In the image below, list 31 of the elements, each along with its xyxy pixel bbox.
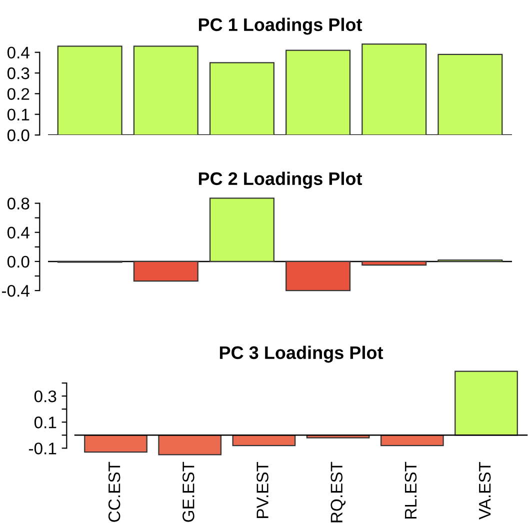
bar — [286, 50, 351, 135]
y-tick-label: 0.0 — [7, 129, 30, 142]
y-tick-label: 0.3 — [7, 67, 30, 80]
y-tick-label: 0.1 — [7, 108, 30, 121]
bar — [133, 260, 198, 282]
bar — [209, 198, 274, 262]
y-tick-label: 0.0 — [7, 256, 30, 268]
bar — [209, 62, 274, 135]
bar — [57, 46, 122, 135]
x-tick-label: PV.EST — [256, 462, 268, 518]
x-tick-label: CC.EST — [108, 462, 120, 522]
bar — [133, 46, 198, 135]
x-tick-label: RQ.EST — [330, 462, 346, 522]
x-tick-label: VA.EST — [478, 462, 491, 520]
y-tick-label: 0.1 — [34, 416, 56, 428]
x-tick-label: GE.EST — [182, 462, 194, 522]
bar — [286, 260, 351, 292]
y-tick-label: -0.4 — [2, 284, 30, 297]
y-tick-label: 0.4 — [7, 226, 30, 239]
y-tick-label: 0.3 — [34, 390, 56, 402]
y-tick-label: 0.2 — [7, 88, 30, 100]
y-tick-label: 0.4 — [7, 46, 30, 59]
chart-title: PC 3 Loadings Plot — [220, 346, 384, 363]
bar — [362, 44, 427, 135]
chart-title: PC 1 Loadings Plot — [198, 18, 362, 35]
bar — [438, 54, 503, 135]
x-tick-label: RL.EST — [404, 462, 417, 519]
bar — [362, 260, 427, 266]
y-tick-label: -0.1 — [28, 442, 56, 454]
chart-title: PC 2 Loadings Plot — [198, 172, 362, 189]
y-tick-label: 0.8 — [7, 198, 30, 210]
